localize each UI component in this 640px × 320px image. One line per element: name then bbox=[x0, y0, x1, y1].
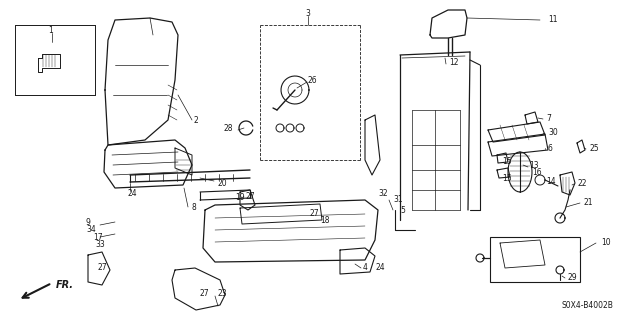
Text: 24: 24 bbox=[128, 188, 138, 197]
Text: 30: 30 bbox=[548, 127, 557, 137]
Text: 34: 34 bbox=[86, 225, 96, 234]
Text: 16: 16 bbox=[532, 167, 541, 177]
Text: 11: 11 bbox=[548, 14, 557, 23]
Text: 6: 6 bbox=[548, 143, 553, 153]
Text: 24: 24 bbox=[376, 262, 386, 271]
Text: 21: 21 bbox=[583, 197, 593, 206]
Text: 3: 3 bbox=[305, 9, 310, 18]
Text: 27: 27 bbox=[310, 209, 319, 218]
Text: 15: 15 bbox=[502, 173, 511, 182]
Text: 10: 10 bbox=[601, 237, 611, 246]
Text: 7: 7 bbox=[546, 114, 551, 123]
Text: 12: 12 bbox=[449, 58, 458, 67]
Text: 13: 13 bbox=[529, 161, 539, 170]
Text: 1: 1 bbox=[48, 26, 52, 35]
Text: 5: 5 bbox=[400, 205, 405, 214]
Text: 18: 18 bbox=[320, 215, 330, 225]
Text: 26: 26 bbox=[308, 76, 317, 84]
Text: 33: 33 bbox=[95, 239, 105, 249]
Text: 19: 19 bbox=[235, 193, 244, 202]
Text: 31: 31 bbox=[393, 195, 403, 204]
Text: FR.: FR. bbox=[56, 280, 74, 290]
Text: 8: 8 bbox=[191, 203, 196, 212]
Text: 23: 23 bbox=[218, 290, 228, 299]
Text: 27: 27 bbox=[98, 263, 108, 273]
Text: 27: 27 bbox=[246, 191, 255, 201]
Text: 27: 27 bbox=[200, 289, 210, 298]
Text: S0X4-B4002B: S0X4-B4002B bbox=[562, 300, 614, 309]
Text: 4: 4 bbox=[363, 262, 368, 271]
Text: 32: 32 bbox=[378, 188, 388, 197]
Text: 20: 20 bbox=[218, 179, 228, 188]
Text: 25: 25 bbox=[589, 143, 598, 153]
Text: 28: 28 bbox=[224, 124, 234, 132]
Text: 29: 29 bbox=[568, 273, 578, 282]
Text: 15: 15 bbox=[502, 156, 511, 165]
Text: 22: 22 bbox=[577, 179, 586, 188]
Bar bbox=[490, 237, 580, 282]
Text: 17: 17 bbox=[93, 233, 102, 242]
Text: 14: 14 bbox=[546, 177, 556, 186]
Text: 2: 2 bbox=[193, 116, 198, 124]
Text: 9: 9 bbox=[86, 218, 91, 227]
